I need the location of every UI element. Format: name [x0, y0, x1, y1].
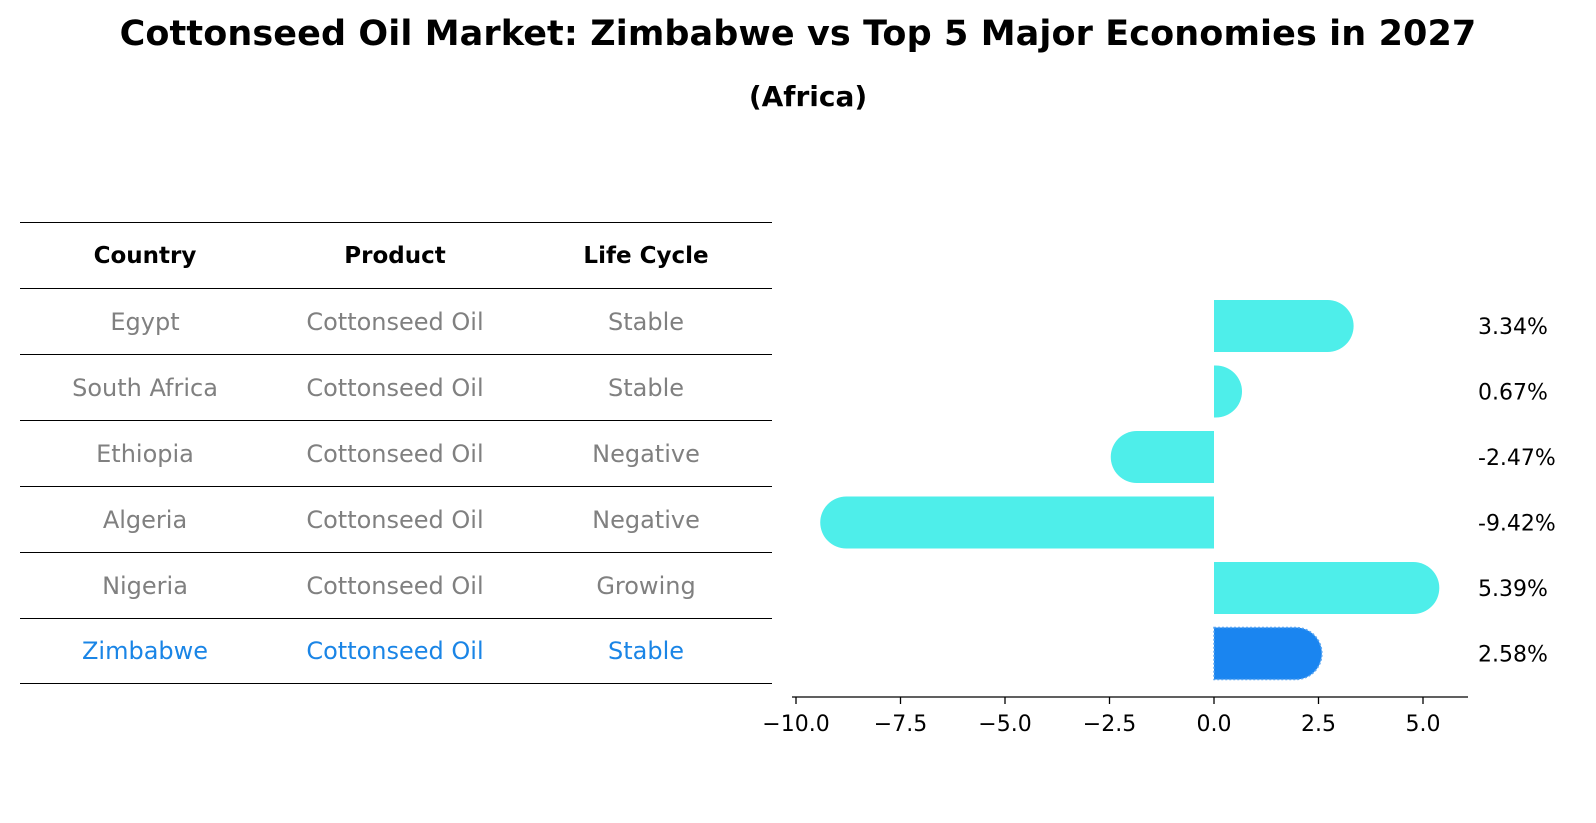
header-country: Country	[93, 242, 197, 269]
x-tick-label: −5.0	[978, 712, 1031, 737]
cell-product: Cottonseed Oil	[306, 307, 484, 336]
bar-south-africa	[1214, 365, 1243, 418]
table-row: South Africa Cottonseed Oil Stable	[20, 354, 772, 420]
bar-value-label: 5.39%	[1478, 577, 1548, 602]
bar-value-label: -9.42%	[1478, 512, 1556, 537]
table-row: Algeria Cottonseed Oil Negative	[20, 486, 772, 552]
cell-product: Cottonseed Oil	[306, 637, 484, 665]
cell-life-cycle: Stable	[607, 637, 685, 665]
cell-country: Algeria	[102, 505, 188, 534]
table-row-highlighted: Zimbabwe Cottonseed Oil Stable	[20, 618, 772, 684]
cell-country: Nigeria	[102, 571, 188, 600]
x-tick-label: −2.5	[1083, 712, 1136, 737]
chart-subtitle: (Africa)	[748, 80, 868, 113]
cell-country: Zimbabwe	[81, 637, 209, 665]
cell-life-cycle: Negative	[592, 439, 700, 468]
x-tick-label: 5.0	[1406, 712, 1441, 737]
bar-ethiopia	[1110, 431, 1214, 483]
header-life-cycle: Life Cycle	[583, 242, 709, 269]
chart-title: Cottonseed Oil Market: Zimbabwe vs Top 5…	[119, 14, 1477, 54]
x-tick-label: −10.0	[762, 712, 829, 737]
cell-life-cycle: Negative	[592, 505, 700, 534]
bar-zimbabwe	[1213, 626, 1323, 681]
cell-product: Cottonseed Oil	[306, 571, 484, 600]
cell-country: Egypt	[110, 307, 180, 336]
table-row: Nigeria Cottonseed Oil Growing	[20, 552, 772, 618]
bar-value-label: 2.58%	[1478, 643, 1548, 668]
table-row: Egypt Cottonseed Oil Stable	[20, 288, 772, 354]
bar-nigeria	[1214, 562, 1440, 614]
table-row: Ethiopia Cottonseed Oil Negative	[20, 420, 772, 486]
cell-life-cycle: Growing	[596, 571, 696, 600]
bar-egypt	[1214, 300, 1354, 352]
bar-value-label: 0.67%	[1478, 381, 1548, 406]
cell-life-cycle: Stable	[607, 373, 685, 402]
bar-algeria	[820, 496, 1214, 549]
cell-product: Cottonseed Oil	[306, 439, 484, 468]
x-tick-label: −7.5	[874, 712, 927, 737]
header-product: Product	[344, 242, 446, 269]
cell-product: Cottonseed Oil	[306, 373, 484, 402]
x-tick-label: 0.0	[1197, 712, 1232, 737]
cell-product: Cottonseed Oil	[306, 505, 484, 534]
x-tick-label: 2.5	[1301, 712, 1336, 737]
country-table: Country Product Life Cycle Egypt Cottons…	[20, 222, 772, 684]
cell-country: Ethiopia	[96, 439, 194, 468]
table-header-row: Country Product Life Cycle	[20, 222, 772, 288]
cell-life-cycle: Stable	[607, 307, 685, 336]
cell-country: South Africa	[72, 373, 218, 402]
bar-value-label: 3.34%	[1478, 315, 1548, 340]
bar-value-label: -2.47%	[1478, 446, 1556, 471]
